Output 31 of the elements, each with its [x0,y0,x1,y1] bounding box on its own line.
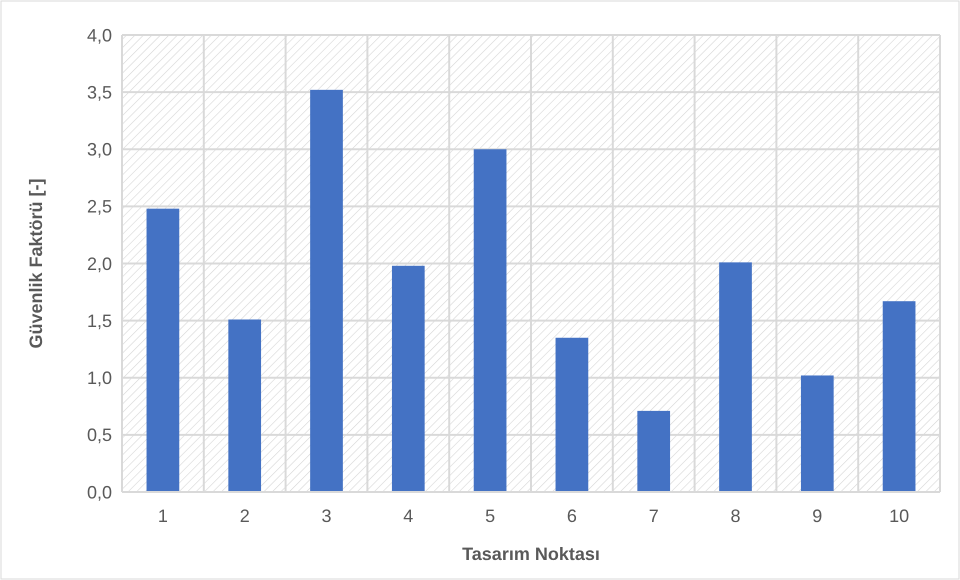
x-tick-label: 1 [158,506,168,526]
bar [719,262,752,492]
x-tick-label: 2 [240,506,250,526]
bar [637,410,670,492]
y-axis-title: Güvenlik Faktörü [-] [26,178,46,349]
y-tick-label: 1,5 [86,310,112,331]
bar [474,149,506,492]
y-tick-label: 4,0 [86,25,112,46]
y-tick-label: 3,0 [86,140,112,160]
y-tick-label: 3,5 [86,82,112,102]
bar [800,375,834,492]
bar [310,90,343,492]
bar [392,266,425,492]
bar [882,301,916,492]
y-tick-label: 0,0 [86,482,112,502]
x-tick-label: 7 [648,506,659,526]
y-tick-label: 2,5 [86,196,112,217]
y-tick-label: 1,0 [86,368,112,388]
x-tick-label: 6 [566,506,577,526]
x-tick-label: 9 [812,506,822,526]
y-tick-label: 2,0 [86,254,112,274]
x-tick-label: 3 [321,506,332,526]
bar [556,338,588,492]
x-axis-title: Tasarım Noktası [462,544,600,564]
y-tick-label: 0,5 [86,425,112,446]
x-tick-label: 5 [485,506,496,526]
x-tick-label: 10 [889,506,910,526]
x-tick-label: 4 [403,506,414,526]
bar [146,208,180,492]
bar [228,319,262,492]
x-tick-label: 8 [730,506,741,526]
